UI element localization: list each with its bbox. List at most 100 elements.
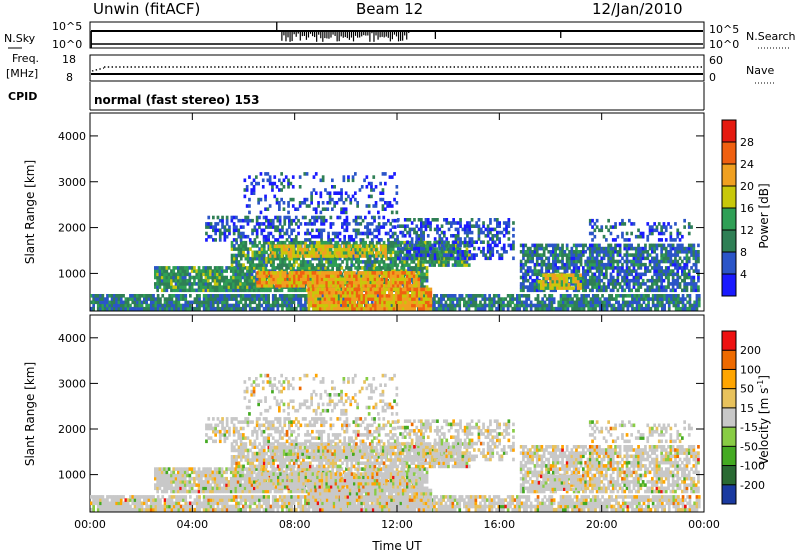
power-cell — [239, 282, 242, 286]
power-cell — [628, 269, 631, 273]
power-cell — [299, 260, 303, 264]
power-cell — [598, 250, 601, 254]
power-cell — [248, 294, 252, 298]
power-cell — [623, 259, 627, 264]
power-cell — [344, 306, 347, 311]
power-cell — [152, 303, 155, 308]
power-cell — [400, 266, 403, 270]
power-cell — [253, 263, 257, 267]
power-cell — [214, 225, 217, 229]
power-cell — [535, 246, 539, 251]
power-cell — [522, 272, 525, 277]
power-cell — [616, 278, 620, 283]
power-cell — [244, 297, 247, 301]
power-cell — [189, 300, 192, 305]
power-cell — [554, 259, 557, 264]
power-cell — [126, 300, 130, 305]
power-cell — [281, 260, 285, 264]
power-cell — [403, 280, 407, 285]
power-cell — [260, 256, 264, 261]
power-cell — [272, 240, 275, 245]
power-cell — [547, 256, 551, 261]
power-cell — [424, 306, 428, 311]
power-cell — [496, 218, 499, 222]
power-cell — [431, 260, 434, 264]
power-cell — [410, 271, 414, 275]
power-cell — [399, 300, 403, 305]
power-cell — [587, 294, 590, 298]
power-cell — [183, 269, 187, 273]
power-cell — [631, 294, 634, 298]
power-cell — [635, 306, 639, 311]
power-cell — [328, 251, 332, 255]
date-title: 12/Jan/2010 — [592, 0, 683, 18]
power-cell — [258, 260, 261, 264]
power-cell — [182, 294, 185, 298]
power-cell — [591, 278, 594, 283]
power-cell — [338, 256, 342, 261]
power-cell — [229, 288, 233, 293]
power-cell — [368, 231, 372, 236]
power-cell — [477, 218, 481, 222]
power-cell — [282, 244, 286, 249]
power-cell — [253, 269, 256, 273]
power-cell — [174, 288, 178, 293]
power-cell — [324, 247, 327, 252]
power-cell — [251, 244, 255, 248]
power-cell — [283, 218, 287, 223]
power-cell — [525, 300, 528, 305]
power-cell — [368, 269, 371, 273]
power-cell — [329, 225, 333, 229]
power-cell — [259, 172, 263, 176]
power-cell — [260, 297, 264, 301]
power-cell — [355, 250, 358, 255]
power-cell — [325, 240, 328, 245]
power-cell — [241, 288, 245, 293]
power-cell — [450, 221, 453, 225]
power-cell — [311, 277, 315, 282]
power-cell — [688, 303, 692, 308]
power-cell — [490, 300, 494, 305]
power-cell — [325, 287, 329, 292]
power-cell — [424, 290, 428, 295]
power-cell — [184, 294, 188, 298]
power-cell — [335, 201, 339, 205]
power-cell — [306, 280, 310, 285]
power-cell — [637, 259, 640, 264]
power-cell — [223, 288, 226, 293]
power-cell — [225, 294, 229, 298]
power-cell — [265, 274, 269, 278]
power-cell — [377, 266, 380, 270]
power-cell — [209, 225, 213, 229]
power-cell — [343, 280, 347, 285]
power-cell — [605, 246, 608, 251]
power-cell — [285, 251, 288, 255]
power-cell — [188, 282, 192, 286]
power-cell — [386, 269, 390, 273]
power-cell — [320, 218, 323, 223]
power-cell — [255, 181, 258, 186]
power-cell — [598, 275, 601, 280]
power-cell — [163, 269, 166, 273]
power-cell — [273, 181, 277, 186]
power-cell — [269, 306, 273, 311]
power-cell — [405, 260, 409, 264]
power-cell — [278, 188, 281, 192]
power-cell — [321, 207, 325, 211]
power-cell — [345, 254, 348, 258]
power-cell — [623, 272, 627, 277]
power-cell — [289, 181, 293, 186]
power-cell — [190, 288, 194, 293]
power-cell — [456, 237, 460, 241]
power-cell — [236, 282, 240, 286]
power-cell — [338, 269, 341, 273]
power-cell — [325, 256, 328, 261]
power-cell — [230, 218, 234, 223]
power-cell — [588, 282, 592, 286]
power-cell — [96, 300, 100, 305]
power-cell — [304, 280, 308, 285]
power-cell — [273, 254, 277, 258]
power-cell — [399, 287, 403, 292]
power-cell — [281, 274, 285, 278]
power-cell — [327, 274, 331, 278]
